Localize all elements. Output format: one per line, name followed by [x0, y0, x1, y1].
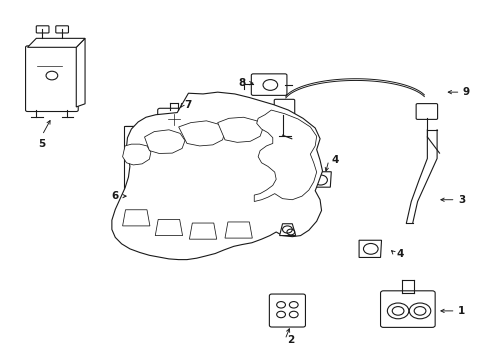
- Polygon shape: [178, 121, 224, 146]
- Text: 2: 2: [286, 334, 294, 345]
- Text: 4: 4: [396, 248, 404, 258]
- FancyBboxPatch shape: [269, 294, 305, 327]
- Text: 6: 6: [111, 191, 119, 201]
- Polygon shape: [27, 39, 85, 47]
- FancyBboxPatch shape: [25, 46, 78, 112]
- Polygon shape: [189, 223, 216, 239]
- FancyBboxPatch shape: [56, 26, 68, 33]
- Polygon shape: [122, 144, 151, 165]
- Polygon shape: [123, 126, 158, 211]
- Polygon shape: [358, 240, 381, 257]
- Polygon shape: [112, 92, 322, 260]
- Polygon shape: [155, 220, 182, 235]
- Polygon shape: [224, 222, 252, 238]
- Text: 9: 9: [462, 87, 469, 97]
- Polygon shape: [309, 172, 330, 187]
- Polygon shape: [125, 126, 158, 132]
- FancyBboxPatch shape: [158, 108, 189, 132]
- Polygon shape: [279, 224, 295, 235]
- Text: 8: 8: [238, 78, 245, 88]
- FancyBboxPatch shape: [274, 99, 294, 116]
- Polygon shape: [144, 130, 184, 153]
- FancyBboxPatch shape: [380, 291, 434, 327]
- FancyBboxPatch shape: [36, 26, 49, 33]
- Circle shape: [408, 303, 430, 319]
- Text: 3: 3: [457, 195, 464, 205]
- Text: 1: 1: [457, 306, 464, 316]
- Polygon shape: [125, 205, 158, 211]
- Polygon shape: [125, 165, 158, 172]
- Circle shape: [386, 303, 408, 319]
- FancyBboxPatch shape: [415, 104, 437, 120]
- Polygon shape: [122, 210, 150, 226]
- Text: 5: 5: [39, 139, 46, 149]
- Text: 7: 7: [184, 100, 192, 110]
- Polygon shape: [217, 117, 263, 142]
- Text: 4: 4: [330, 155, 338, 165]
- Polygon shape: [76, 39, 85, 107]
- Polygon shape: [125, 126, 137, 211]
- FancyBboxPatch shape: [251, 74, 286, 95]
- Polygon shape: [254, 110, 316, 202]
